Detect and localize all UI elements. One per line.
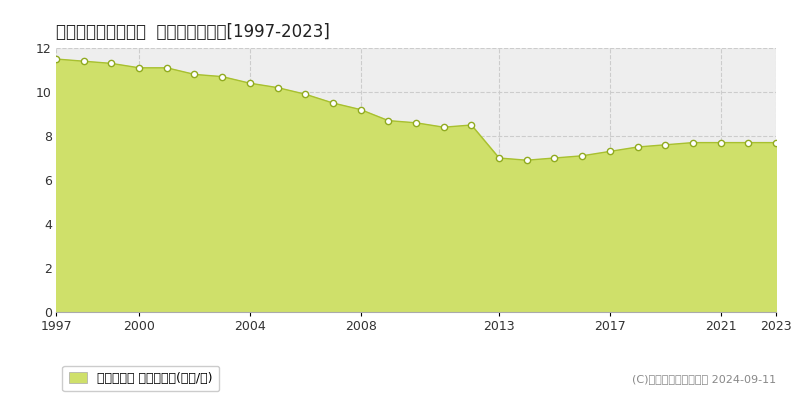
Legend: 基準地価格 平均坪単価(万円/坪): 基準地価格 平均坪単価(万円/坪) [62,366,219,391]
Text: (C)土地価格ドットコム 2024-09-11: (C)土地価格ドットコム 2024-09-11 [632,374,776,384]
Text: 双葉郡広野町中央台  基準地価格推移[1997-2023]: 双葉郡広野町中央台 基準地価格推移[1997-2023] [56,23,330,41]
